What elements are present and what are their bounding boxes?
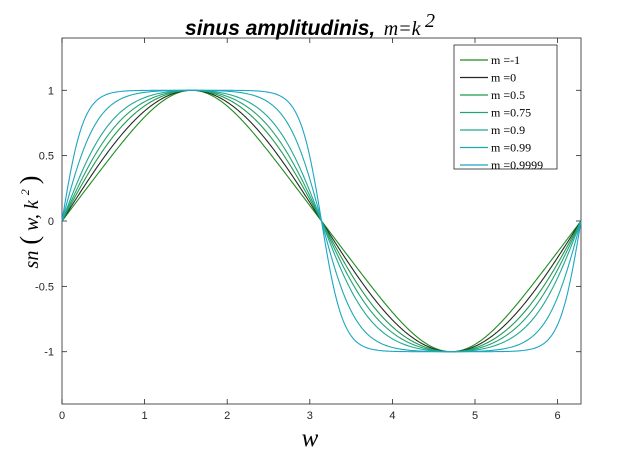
legend-label: m =0.9 (491, 123, 525, 137)
y-axis-label: sn ( w, k 2 ) (12, 176, 44, 269)
legend-label: m =0.9999 (491, 158, 543, 172)
y-axis-ticks: -1 -0.5 0 0.5 1 (35, 85, 581, 359)
title-text: sinus amplitudinis, (185, 17, 375, 40)
y-tick-label: -1 (44, 347, 54, 359)
x-tick-label: 5 (472, 410, 478, 422)
curve-group (61, 89, 582, 353)
y-tick-label: 0 (48, 216, 54, 228)
y-tick-label: -0.5 (35, 281, 54, 293)
x-tick-label: 0 (59, 410, 65, 422)
legend-label: m =0.75 (491, 106, 531, 120)
legend-label: m =-1 (491, 53, 520, 67)
legend-box (453, 44, 558, 170)
x-tick-label: 3 (307, 410, 313, 422)
title-math: m=k (384, 18, 422, 40)
legend-label: m =0.99 (491, 141, 531, 155)
x-axis-label: w (302, 425, 319, 452)
x-tick-label: 1 (142, 410, 148, 422)
x-axis-ticks: 0 1 2 3 4 5 6 (59, 38, 561, 422)
svg-text:sn ( w, k 2: sn ( w, k 2 ) (12, 176, 44, 269)
legend-label: m =0.5 (491, 88, 525, 102)
title-math-sup: 2 (425, 10, 435, 32)
series-line (61, 89, 582, 353)
x-tick-label: 2 (224, 410, 230, 422)
y-tick-label: 0.5 (39, 151, 54, 163)
y-label-rparen: ) (15, 176, 44, 185)
y-label-lparen: ( (15, 236, 44, 245)
y-tick-label: 1 (48, 85, 54, 97)
chart-title: sinus amplitudinis, m=k 2 (185, 10, 435, 40)
y-label-sup: 2 (18, 189, 32, 195)
legend: m =-1 m =0 m =0.5 m =0.75 m =0.9 m =0.99 m =0.… (453, 44, 558, 172)
x-tick-label: 4 (389, 410, 395, 422)
y-label-args: w, k (21, 199, 43, 231)
x-tick-label: 6 (555, 410, 561, 422)
legend-label: m =0 (491, 71, 516, 85)
y-label-func: sn (21, 251, 43, 269)
